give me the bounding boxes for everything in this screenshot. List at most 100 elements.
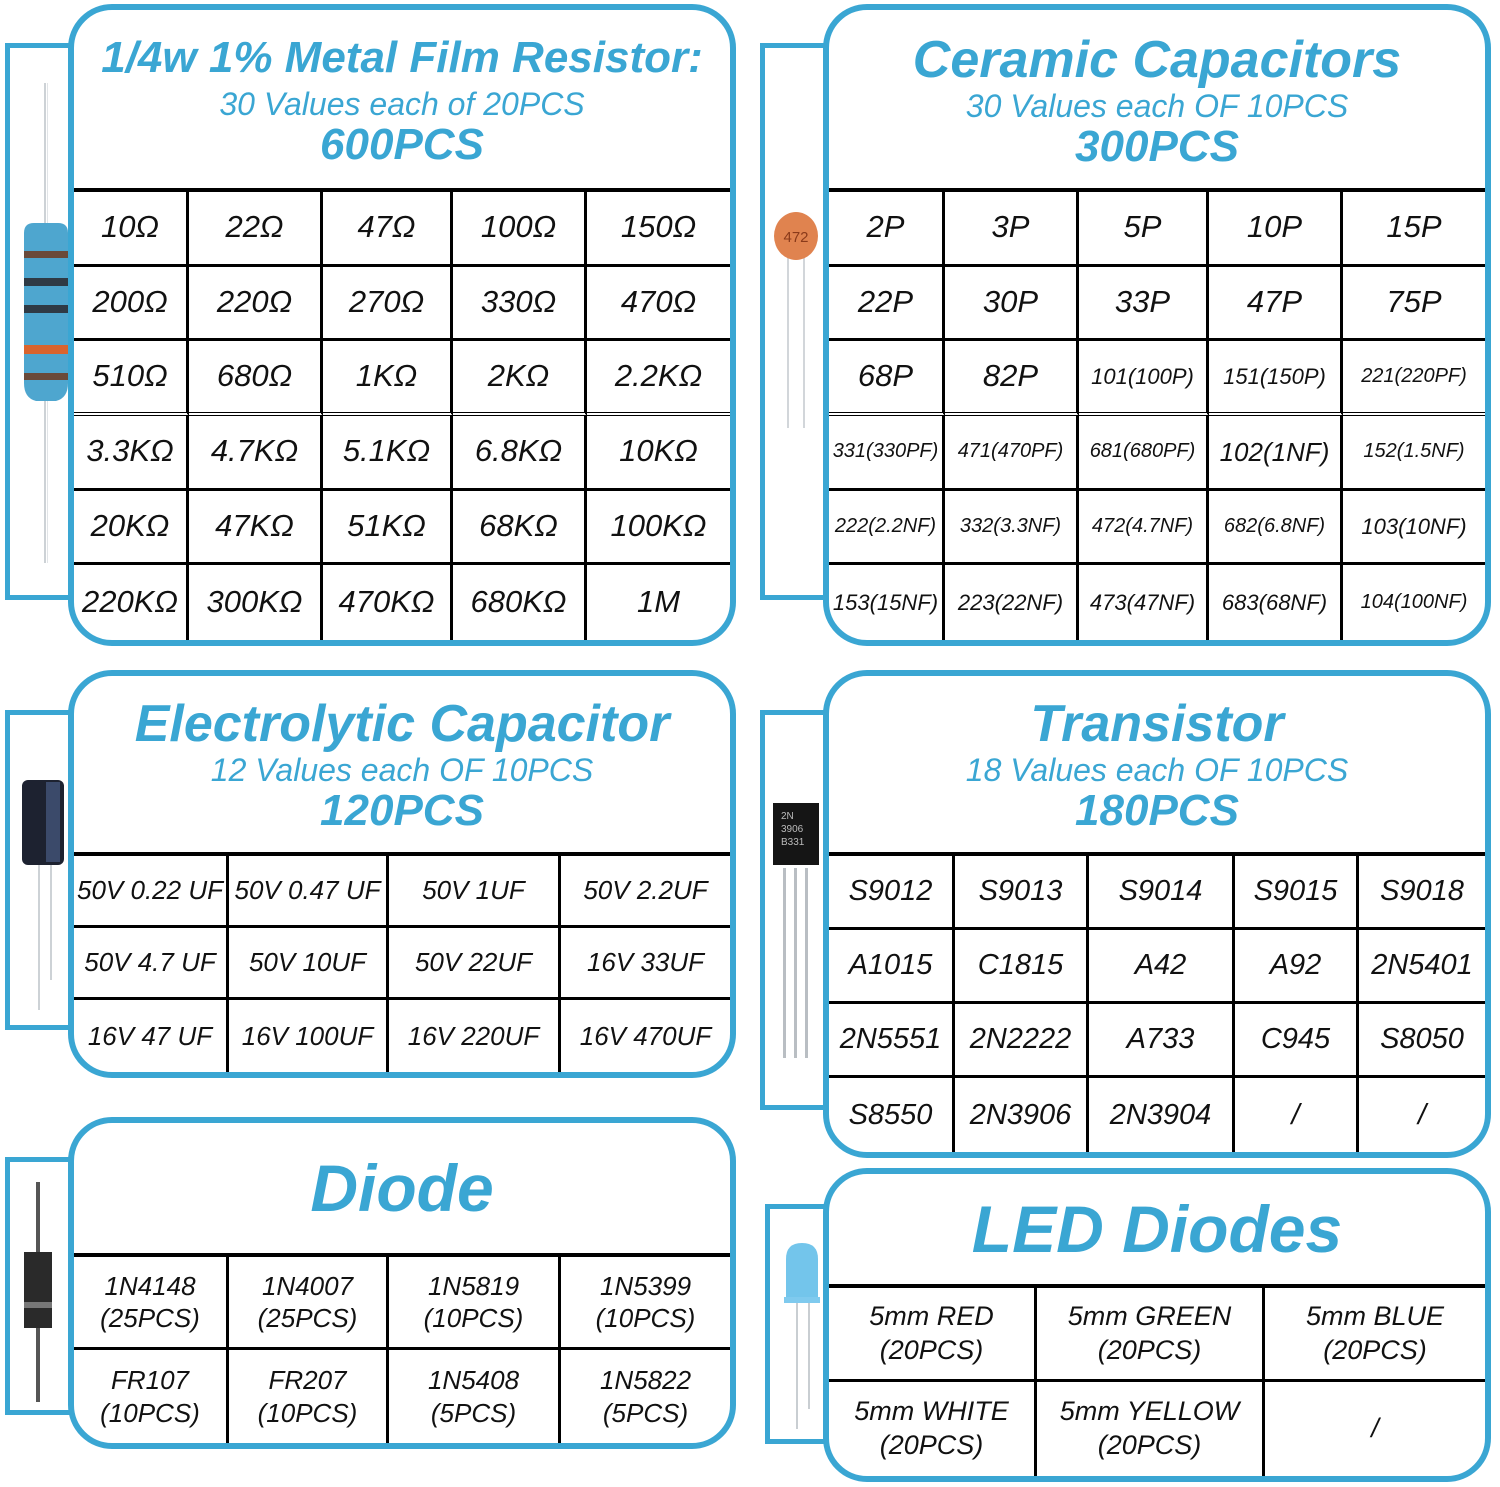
resistor-cell: 3.3KΩ bbox=[74, 415, 189, 491]
transistor-value-table: S9012 S9013 S9014 S9015 S9018 A1015 C1815 A42 A9… bbox=[829, 852, 1485, 1152]
electrolytic-cell: 16V 47 UF bbox=[74, 1000, 229, 1072]
led-cell: 5mm WHITE (20PCS) bbox=[829, 1382, 1037, 1476]
ceramic-cell: 153(15NF) bbox=[829, 565, 945, 640]
resistor-value-table: 10Ω 22Ω 47Ω 100Ω 150Ω 200Ω 220Ω 270Ω 330Ω 470Ω 510… bbox=[74, 188, 730, 640]
ceramic-cell: 473(47NF) bbox=[1079, 565, 1209, 640]
resistor-cell: 20KΩ bbox=[74, 490, 189, 566]
electrolytic-subtitle: 12 Values each OF 10PCS bbox=[210, 752, 594, 789]
resistor-cell: 4.7KΩ bbox=[189, 415, 323, 491]
electrolytic-cell: 50V 1UF bbox=[389, 856, 561, 928]
electrolytic-cell: 50V 4.7 UF bbox=[74, 928, 229, 1000]
ceramic-cell: 681(680PF) bbox=[1079, 415, 1209, 491]
diode-cell: 1N5822 (5PCS) bbox=[599, 1365, 692, 1428]
diode-cell: FR107 (10PCS) bbox=[74, 1350, 229, 1443]
resistor-cell: 6.8KΩ bbox=[453, 415, 587, 491]
ceramic-cell: 47P bbox=[1209, 266, 1343, 342]
ceramic-cell: 682(6.8NF) bbox=[1209, 490, 1343, 566]
led-cell: 5mm RED (20PCS) bbox=[829, 1288, 1037, 1382]
led-cell: / bbox=[1371, 1413, 1379, 1444]
resistor-cell: 68KΩ bbox=[453, 490, 587, 566]
resistor-cell: 330Ω bbox=[453, 266, 587, 342]
ceramic-cell: 33P bbox=[1079, 266, 1209, 342]
led-cell: 5mm GREEN (20PCS) bbox=[1037, 1288, 1265, 1382]
transistor-icon: 2N 3906 B331 bbox=[773, 803, 819, 1058]
diode-title: Diode bbox=[310, 1151, 494, 1225]
transistor-cell: / bbox=[1417, 1098, 1427, 1131]
ceramic-cell: 221(220PF) bbox=[1343, 341, 1485, 416]
ceramic-cell: 104(100NF) bbox=[1360, 591, 1468, 614]
resistor-cell: 220Ω bbox=[189, 266, 323, 342]
transistor-cell: S9012 bbox=[829, 856, 955, 930]
resistor-cell: 51KΩ bbox=[323, 490, 453, 566]
ceramic-cell: 101(100P) bbox=[1079, 341, 1209, 416]
transistor-cell: A733 bbox=[1089, 1004, 1235, 1078]
ceramic-cell: 332(3.3NF) bbox=[945, 490, 1079, 566]
transistor-card: Transistor 18 Values each OF 10PCS 180PC… bbox=[823, 670, 1491, 1158]
diode-cell: 1N5399 (10PCS) bbox=[561, 1257, 730, 1350]
electrolytic-cell: 50V 0.22 UF bbox=[74, 856, 229, 928]
ceramic-subtitle: 30 Values each OF 10PCS bbox=[965, 88, 1349, 125]
ceramic-value-table: 2P 3P 5P 10P 15P 22P 30P 33P 47P 75P 68P 82P 101(100… bbox=[829, 188, 1485, 640]
led-icon bbox=[784, 1243, 820, 1429]
led-cell: 5mm BLUE (20PCS) bbox=[1265, 1288, 1485, 1382]
electrolytic-capacitor-icon bbox=[22, 780, 64, 1010]
electrolytic-cell: 16V 220UF bbox=[389, 1000, 561, 1072]
ceramic-cell: 2P bbox=[829, 192, 945, 267]
ceramic-title: Ceramic Capacitors bbox=[912, 31, 1402, 90]
diode-image-tab bbox=[5, 1157, 75, 1415]
transistor-cell: 2N2222 bbox=[955, 1004, 1089, 1078]
electrolytic-cell: 50V 0.47 UF bbox=[229, 856, 389, 928]
ceramic-cell: 30P bbox=[945, 266, 1079, 342]
ceramic-header: Ceramic Capacitors 30 Values each OF 10P… bbox=[829, 10, 1485, 188]
resistor-total: 600PCS bbox=[320, 119, 484, 169]
ceramic-card: Ceramic Capacitors 30 Values each OF 10P… bbox=[823, 4, 1491, 646]
ceramic-cell: 683(68NF) bbox=[1209, 565, 1343, 640]
resistor-cell: 150Ω bbox=[587, 192, 730, 267]
resistor-cell: 22Ω bbox=[189, 192, 323, 267]
ceramic-cell: 15P bbox=[1343, 192, 1485, 267]
resistor-cell: 5.1KΩ bbox=[323, 415, 453, 491]
transistor-cell: / bbox=[1235, 1078, 1359, 1152]
led-cell: 5mm YELLOW (20PCS) bbox=[1037, 1382, 1265, 1476]
resistor-card: 1/4w 1% Metal Film Resistor: 30 Values e… bbox=[68, 4, 736, 646]
electrolytic-total: 120PCS bbox=[320, 785, 484, 835]
transistor-cell: S9015 bbox=[1235, 856, 1359, 930]
diode-cell: 1N5819 (10PCS) bbox=[389, 1257, 561, 1350]
ceramic-cell: 3P bbox=[945, 192, 1079, 267]
ceramic-cell: 223(22NF) bbox=[945, 565, 1079, 640]
transistor-cell: 2N5551 bbox=[829, 1004, 955, 1078]
transistor-header: Transistor 18 Values each OF 10PCS 180PC… bbox=[829, 676, 1485, 852]
electrolytic-cell: 50V 22UF bbox=[389, 928, 561, 1000]
transistor-cell: S9013 bbox=[955, 856, 1089, 930]
resistor-cell: 47KΩ bbox=[189, 490, 323, 566]
electrolytic-cell: 50V 10UF bbox=[229, 928, 389, 1000]
ceramic-cell: 472(4.7NF) bbox=[1079, 490, 1209, 566]
transistor-cell: S8050 bbox=[1359, 1004, 1485, 1078]
ceramic-cell: 75P bbox=[1343, 267, 1485, 342]
electrolytic-cell: 16V 470UF bbox=[579, 1020, 712, 1051]
ceramic-cell: 68P bbox=[829, 341, 945, 416]
resistor-image-tab bbox=[5, 43, 75, 600]
resistor-title: 1/4w 1% Metal Film Resistor: bbox=[101, 33, 703, 83]
led-title: LED Diodes bbox=[971, 1192, 1343, 1266]
electrolytic-cell: 16V 33UF bbox=[561, 928, 730, 1000]
diode-icon bbox=[24, 1182, 52, 1402]
svg-text:2N: 2N bbox=[781, 811, 794, 822]
diode-cell: FR207 (10PCS) bbox=[229, 1350, 389, 1443]
transistor-cell: 2N3904 bbox=[1089, 1078, 1235, 1152]
resistor-cell: 100Ω bbox=[453, 192, 587, 267]
ceramic-cell: 10P bbox=[1209, 192, 1343, 267]
resistor-cell: 200Ω bbox=[74, 266, 189, 342]
electrolytic-cell: 50V 2.2UF bbox=[561, 856, 730, 928]
electrolytic-value-table: 50V 0.22 UF 50V 0.47 UF 50V 1UF 50V 2.2UF 50… bbox=[74, 852, 730, 1072]
transistor-cell: C1815 bbox=[955, 930, 1089, 1004]
diode-cell: 1N4148 (25PCS) bbox=[74, 1257, 229, 1350]
resistor-cell: 10Ω bbox=[74, 192, 189, 267]
resistor-icon bbox=[24, 83, 68, 563]
resistor-cell: 1KΩ bbox=[323, 341, 453, 416]
transistor-cell: A1015 bbox=[829, 930, 955, 1004]
ceramic-cell: 102(1NF) bbox=[1209, 415, 1343, 491]
led-value-table: 5mm RED (20PCS) 5mm GREEN (20PCS) 5mm BLUE… bbox=[829, 1284, 1485, 1476]
ceramic-cell: 82P bbox=[945, 341, 1079, 416]
transistor-cell: 2N5401 bbox=[1359, 930, 1485, 1004]
